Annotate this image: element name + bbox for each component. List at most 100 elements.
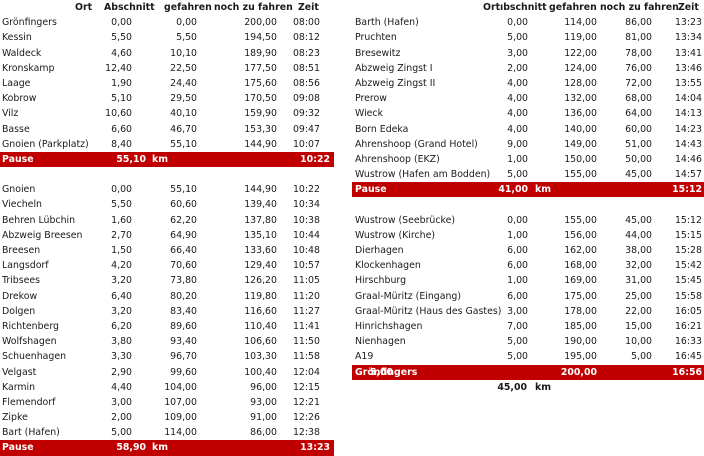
- cell-gefahren: 29,50: [170, 93, 197, 105]
- cell-abschnitt: 4,00: [507, 108, 528, 120]
- cell-ort: Flemendorf: [2, 396, 56, 408]
- cell-zeit: 15:45: [674, 275, 702, 287]
- cell-zeit: 08:00: [292, 17, 320, 29]
- cell-abschnitt: 6,60: [111, 123, 132, 135]
- pause-time: 15:12: [672, 184, 702, 196]
- table-row: Graal-Müritz (Haus des Gastes) 3,00 178,00…: [352, 304, 704, 319]
- cell-abschnitt: 10,60: [105, 108, 132, 120]
- cell-noch: 119,80: [244, 290, 277, 302]
- table-row: Flemendorf 3,00 107,00 93,00 12:21: [0, 395, 334, 410]
- cell-zeit: 13:55: [674, 77, 702, 89]
- cell-noch: 106,60: [244, 336, 277, 348]
- cell-zeit: 15:12: [674, 214, 702, 226]
- table-row: Vilz 10,60 40,10 159,90 09:32: [0, 106, 334, 121]
- cell-ort: Graal-Müritz (Eingang): [355, 290, 462, 302]
- cell-zeit: 15:42: [674, 260, 702, 272]
- cell-abschnitt: 1,00: [507, 229, 528, 241]
- cell-gefahren: 89,60: [170, 320, 197, 332]
- table-row: Abzweig Zingst I 2,00 124,00 76,00 13:46: [352, 61, 704, 76]
- cell-noch: 103,30: [244, 351, 277, 363]
- cell-gefahren: 73,80: [170, 275, 197, 287]
- table-row: Bresewitz 3,00 122,00 78,00 13:41: [352, 46, 704, 61]
- cell-abschnitt: 2,90: [111, 366, 132, 378]
- table-row: Ahrenshoop (EKZ) 1,00 150,00 50,00 14:46: [352, 152, 704, 167]
- cell-gefahren: 70,60: [170, 260, 197, 272]
- cell-abschnitt: 6,00: [507, 260, 528, 272]
- table-row: Klockenhagen 6,00 168,00 32,00 15:42: [352, 258, 704, 273]
- col-ort-header: Ort: [483, 2, 501, 13]
- pause-km: 55,10: [116, 153, 146, 165]
- cell-zeit: 14:46: [674, 153, 702, 165]
- cell-zeit: 13:23: [674, 17, 702, 29]
- cell-ort: Dierhagen: [355, 245, 404, 256]
- cell-noch: 10,00: [625, 336, 652, 348]
- cell-zeit: 09:47: [292, 123, 320, 135]
- cell-abschnitt: 2,00: [111, 412, 132, 424]
- cell-ort: Zipke: [2, 412, 28, 424]
- cell-ort: Basse: [2, 123, 30, 135]
- left-block-1: Grönfingers 0,00 0,00 200,00 08:00 Kessin 5,50…: [0, 15, 334, 152]
- cell-zeit: 10:38: [292, 214, 320, 226]
- pause-row-left-1: Pause 55,10 km 10:22: [0, 151, 334, 168]
- total-row: 45,00 km: [352, 380, 704, 395]
- cell-noch: 50,00: [625, 153, 652, 165]
- cell-abschnitt: 0,00: [111, 17, 132, 29]
- cell-zeit: 15:28: [674, 245, 702, 256]
- cell-ort: Abzweig Breesen: [2, 229, 83, 241]
- cell-abschnitt: 3,00: [507, 47, 528, 59]
- cell-abschnitt: 12,40: [105, 62, 132, 74]
- cell-gefahren: 175,00: [564, 290, 597, 302]
- cell-noch: 200,00: [244, 17, 277, 29]
- table-row: Abzweig Breesen 2,70 64,90 135,10 10:44: [0, 228, 334, 243]
- cell-ort: Bart (Hafen): [2, 427, 60, 439]
- cell-gefahren: 169,00: [564, 275, 597, 287]
- pause-time: 10:22: [300, 153, 330, 165]
- table-row: Wustrow (Seebrücke) 0,00 155,00 45,00 15:12: [352, 213, 704, 228]
- cell-gefahren: 99,60: [170, 366, 197, 378]
- cell-abschnitt: 6,20: [111, 320, 132, 332]
- table-row: Dolgen 3,20 83,40 116,60 11:27: [0, 304, 334, 319]
- cell-gefahren: 114,00: [164, 427, 197, 439]
- cell-ort: Laage: [2, 77, 31, 89]
- total-unit: km: [535, 381, 552, 393]
- cell-noch: 38,00: [625, 245, 652, 256]
- cell-noch: 60,00: [625, 123, 652, 135]
- cell-zeit: 08:23: [292, 47, 320, 59]
- cell-gefahren: 62,20: [170, 214, 197, 226]
- col-zeit-header: Zeit: [678, 2, 699, 13]
- cell-zeit: 10:48: [292, 245, 320, 256]
- cell-noch: 100,40: [244, 366, 277, 378]
- cell-gefahren: 150,00: [564, 153, 597, 165]
- cell-zeit: 12:04: [292, 366, 320, 378]
- cell-ort: Gnoien: [2, 184, 36, 196]
- cell-gefahren: 109,00: [164, 412, 197, 424]
- pause-time: 13:23: [300, 442, 330, 454]
- cell-abschnitt: 5,00: [507, 169, 528, 181]
- cell-noch: 133,60: [244, 245, 277, 256]
- cell-gefahren: 155,00: [564, 169, 597, 181]
- cell-noch: 31,00: [625, 275, 652, 287]
- cell-abschnitt: 4,20: [111, 260, 132, 272]
- table-row: Wustrow (Hafen am Bodden) 5,00 155,00 45,00…: [352, 167, 704, 182]
- cell-abschnitt: 0,00: [111, 184, 132, 196]
- table-row: A19 5,00 195,00 5,00 16:45: [352, 349, 704, 364]
- cell-noch: 25,00: [625, 290, 652, 302]
- col-noch-header: noch zu fahren: [600, 2, 679, 13]
- cell-gefahren: 66,40: [170, 245, 197, 256]
- pause-unit: km: [152, 153, 169, 165]
- table-row: Born Edeka 4,00 140,00 60,00 14:23: [352, 122, 704, 137]
- table-row: Ahrenshoop (Grand Hotel) 9,00 149,00 51,00 1…: [352, 137, 704, 152]
- cell-gefahren: 140,00: [564, 123, 597, 135]
- cell-zeit: 12:38: [292, 427, 320, 439]
- cell-gefahren: 162,00: [564, 245, 597, 256]
- cell-noch: 45,00: [625, 169, 652, 181]
- cell-ort: Gnoien (Parkplatz): [2, 138, 89, 150]
- cell-zeit: 10:22: [292, 184, 320, 196]
- cell-ort: Drekow: [2, 290, 38, 302]
- cell-gefahren: 178,00: [564, 305, 597, 317]
- cell-abschnitt: 1,90: [111, 77, 132, 89]
- cell-ort: Klockenhagen: [355, 260, 421, 272]
- table-row: Hirschburg 1,00 169,00 31,00 15:45: [352, 273, 704, 288]
- cell-gefahren: 136,00: [564, 108, 597, 120]
- cell-gefahren: 24,40: [170, 77, 197, 89]
